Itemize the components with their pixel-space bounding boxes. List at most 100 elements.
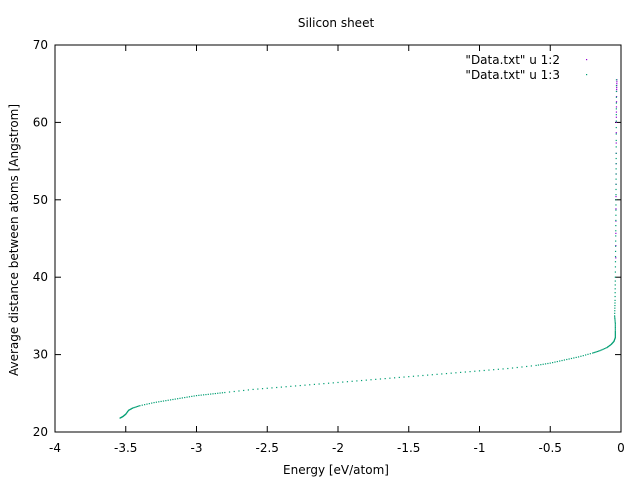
data-point xyxy=(153,401,155,404)
data-point xyxy=(469,371,471,373)
data-point xyxy=(408,376,410,378)
data-point xyxy=(614,325,616,327)
data-point xyxy=(375,378,377,380)
data-point xyxy=(615,108,617,110)
data-point xyxy=(615,183,617,185)
data-point xyxy=(615,168,617,170)
data-point xyxy=(547,362,549,365)
data-point xyxy=(606,347,608,349)
data-point xyxy=(589,353,591,355)
data-point xyxy=(614,336,616,339)
data-point xyxy=(389,377,391,379)
data-point xyxy=(228,391,231,393)
data-point xyxy=(616,81,618,83)
data-point xyxy=(422,374,424,377)
data-point xyxy=(575,356,577,359)
data-point xyxy=(436,373,438,375)
x-axis-label: Energy [eV/atom] xyxy=(283,463,389,477)
data-point xyxy=(599,350,601,352)
data-point xyxy=(614,307,616,309)
data-point xyxy=(614,280,616,282)
data-point xyxy=(516,366,518,369)
data-point xyxy=(614,334,616,337)
data-point xyxy=(596,350,599,353)
data-point xyxy=(614,331,616,334)
chart-title: Silicon sheet xyxy=(298,16,375,30)
data-point xyxy=(542,363,544,365)
data-point xyxy=(614,292,616,294)
data-point xyxy=(549,362,551,364)
data-point xyxy=(132,407,134,409)
data-point xyxy=(614,250,617,252)
data-point xyxy=(615,230,617,232)
data-point xyxy=(184,396,186,399)
data-point xyxy=(537,364,540,366)
data-point xyxy=(141,404,143,406)
x-tick-label: -0.5 xyxy=(539,441,562,455)
data-point xyxy=(615,102,617,104)
data-point xyxy=(603,348,606,350)
data-point xyxy=(441,373,443,375)
data-point xyxy=(202,394,205,396)
data-point xyxy=(127,411,129,413)
data-point xyxy=(165,400,167,402)
data-point xyxy=(615,139,617,142)
data-point xyxy=(167,399,169,401)
data-point xyxy=(592,352,594,354)
data-point xyxy=(605,347,607,349)
data-point xyxy=(299,384,301,387)
data-point xyxy=(615,79,618,81)
data-point xyxy=(266,387,268,389)
data-point xyxy=(205,393,207,396)
data-point xyxy=(243,389,245,392)
series-2 xyxy=(119,79,618,419)
data-point xyxy=(614,276,616,278)
data-point xyxy=(614,321,616,323)
data-point xyxy=(351,380,353,382)
y-tick-label: 20 xyxy=(33,425,48,439)
data-point xyxy=(615,106,618,108)
data-point xyxy=(502,368,504,370)
y-tick-label: 30 xyxy=(33,348,48,362)
data-point xyxy=(212,393,214,395)
data-point xyxy=(614,319,616,321)
data-point xyxy=(493,369,495,371)
data-point xyxy=(614,328,616,330)
data-point xyxy=(464,371,466,373)
data-point xyxy=(323,383,325,385)
data-point xyxy=(483,369,485,372)
data-point xyxy=(138,405,140,407)
data-point xyxy=(285,386,287,388)
legend: "Data.txt" u 1:2"Data.txt" u 1:3 xyxy=(465,53,588,82)
data-point xyxy=(615,126,617,129)
data-point xyxy=(450,372,452,374)
data-point xyxy=(615,244,617,247)
y-axis: 20 30 40 50 60 70 xyxy=(33,38,621,439)
data-point xyxy=(600,349,602,351)
data-point xyxy=(186,396,188,398)
data-point xyxy=(613,340,615,343)
x-tick-label: -3.5 xyxy=(114,441,137,455)
data-point xyxy=(615,120,617,122)
data-point xyxy=(238,390,240,392)
data-point xyxy=(136,405,139,408)
x-tick-label: -1 xyxy=(474,441,486,455)
y-axis-label: Average distance between atoms [Angstrom… xyxy=(7,104,21,376)
data-point xyxy=(309,384,311,386)
data-point xyxy=(615,133,617,135)
data-point xyxy=(497,368,499,370)
legend-marker xyxy=(586,59,588,61)
data-point xyxy=(346,381,349,383)
data-point xyxy=(128,409,130,411)
data-point xyxy=(455,372,457,374)
y-tick-label: 70 xyxy=(33,38,48,52)
data-point xyxy=(614,284,616,286)
legend-entry-label: "Data.txt" u 1:3 xyxy=(465,68,560,82)
data-point xyxy=(174,398,176,400)
plot-area-frame xyxy=(54,44,622,433)
data-point xyxy=(155,401,158,403)
data-point xyxy=(169,399,172,401)
data-point xyxy=(360,379,363,382)
data-point xyxy=(615,219,617,222)
data-point xyxy=(526,365,528,368)
